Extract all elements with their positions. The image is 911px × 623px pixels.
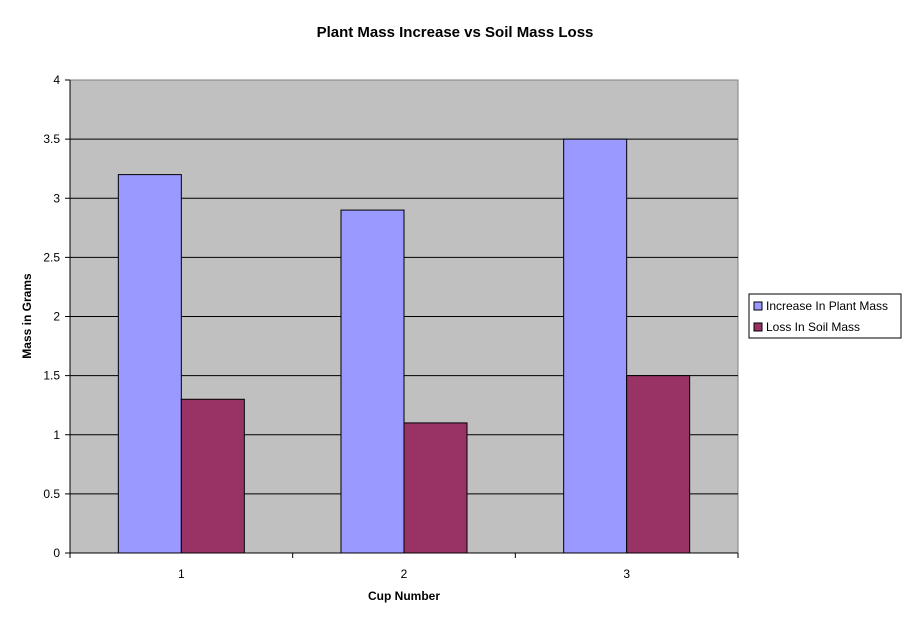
y-axis-title: Mass in Grams (20, 273, 34, 359)
y-tick-label: 0.5 (43, 487, 60, 501)
x-tick-label: 2 (401, 567, 408, 581)
y-tick-label: 0 (53, 546, 60, 560)
y-tick-label: 2.5 (43, 250, 60, 264)
x-tick-label: 1 (178, 567, 185, 581)
y-tick-label: 3 (53, 191, 60, 205)
chart-title: Plant Mass Increase vs Soil Mass Loss (317, 24, 594, 41)
y-tick-label: 4 (53, 73, 60, 87)
bar (626, 375, 691, 554)
legend-label: Loss In Soil Mass (766, 320, 860, 334)
x-tick-labels: 1 2 3 (178, 567, 630, 581)
bar (563, 138, 628, 554)
axes (65, 79, 739, 558)
bar (340, 209, 405, 554)
bars (117, 138, 691, 554)
legend-swatch (753, 322, 763, 332)
x-tick-label: 3 (623, 567, 630, 581)
x-axis-title: Cup Number (368, 589, 440, 603)
y-tick-labels: 0 0.5 1 1.5 2 2.5 3 3.5 4 (43, 73, 60, 560)
legend-swatch (753, 301, 763, 311)
legend-box (748, 293, 902, 339)
bar (117, 174, 182, 554)
bar (180, 398, 245, 554)
y-tick-label: 2 (53, 310, 60, 324)
legend: Increase In Plant Mass Loss In Soil Mass (748, 293, 902, 339)
y-tick-label: 1.5 (43, 369, 60, 383)
y-tick-label: 1 (53, 428, 60, 442)
legend-label: Increase In Plant Mass (766, 299, 888, 313)
y-tick-label: 3.5 (43, 132, 60, 146)
bar (403, 422, 468, 554)
